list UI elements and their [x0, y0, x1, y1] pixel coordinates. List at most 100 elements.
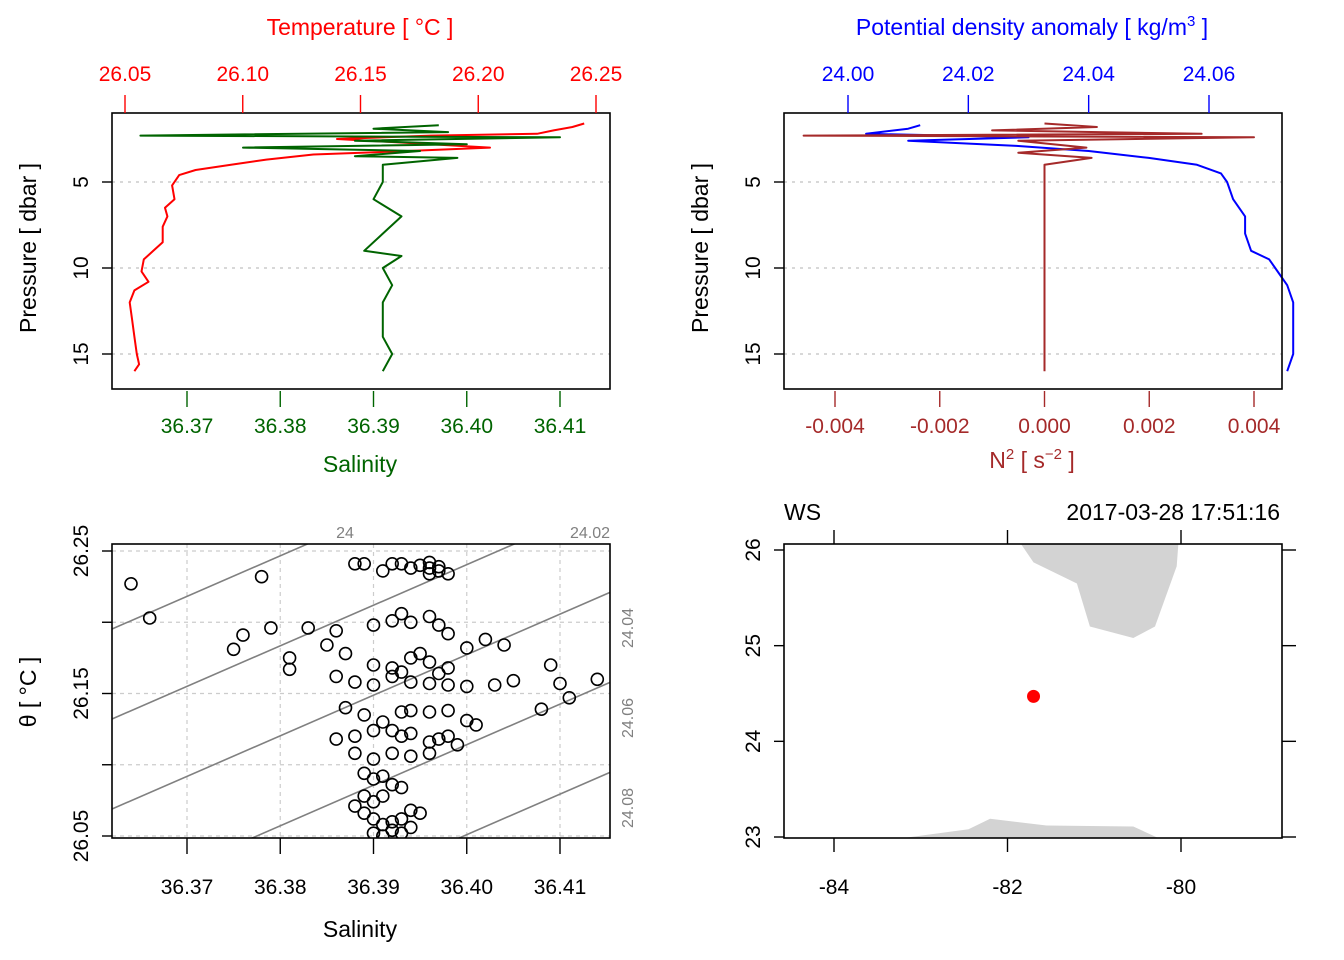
station-point [1027, 689, 1041, 703]
theta-axis-label: θ [ °C ] [15, 657, 41, 728]
y-tick-label: 26.15 [70, 667, 93, 720]
bottom-tick-label: -0.004 [805, 415, 865, 438]
data-point [450, 737, 465, 752]
salinity-axis: 36.37 36.38 36.39 36.40 36.41 [161, 838, 587, 899]
data-point [413, 646, 427, 661]
data-point [348, 799, 362, 813]
data-point [590, 672, 605, 687]
data-point [366, 772, 381, 786]
data-point [422, 676, 437, 691]
data-point [441, 566, 455, 581]
data-point [375, 564, 390, 578]
y-tick-label: 26.25 [70, 525, 93, 578]
y-tick-label: 10 [70, 256, 93, 279]
isopycnal-label: 24.08 [620, 788, 637, 828]
data-point [431, 618, 446, 632]
data-point [394, 780, 409, 795]
scatter-points [124, 555, 605, 838]
top-tick-label: 26.25 [570, 63, 623, 86]
plot-frame [783, 543, 1283, 839]
top-tick-label: 24.00 [822, 63, 875, 86]
data-point [366, 618, 381, 632]
data-point [441, 626, 455, 641]
data-point [403, 749, 418, 764]
top-tick-label: 26.15 [334, 63, 387, 86]
y-tick-label: 5 [742, 176, 765, 188]
plot-frame [783, 112, 1283, 390]
data-point [366, 826, 381, 838]
grid-lines [112, 181, 610, 355]
series-line-potential-density-anomaly [865, 124, 1295, 372]
top-tick-label: 26.20 [452, 63, 505, 86]
data-point [301, 621, 316, 635]
series-line-n2 [802, 122, 1255, 372]
n2-axis-label: N2 [ s−2 ] [989, 446, 1075, 473]
pressure-axis-label: Pressure [ dbar ] [687, 163, 713, 333]
data-point [348, 675, 362, 689]
x-tick-label: 36.37 [161, 876, 214, 899]
bottom-tick-label: 36.39 [347, 415, 400, 438]
plot-frame [111, 112, 611, 390]
data-point [506, 673, 521, 688]
data-point [385, 669, 400, 684]
top-tick-label: 24.04 [1062, 63, 1115, 86]
density-axis-label: Potential density anomaly [ kg/m3 ] [856, 13, 1208, 40]
pressure-axis: 5 10 15 [70, 176, 112, 366]
panel-density-n2: 5 10 15 24.00 24.02 24.04 24.06 -0.004 -0.002 0… [687, 13, 1295, 473]
data-point [254, 569, 269, 584]
isopycnal-line [112, 544, 310, 630]
isopycnal-label: 24.06 [620, 698, 637, 738]
y-tick-label: 26 [742, 538, 765, 561]
isopycnal-line [457, 771, 610, 838]
data-point [562, 690, 577, 705]
x-tick-label: 36.41 [534, 876, 587, 899]
station-marker [1027, 689, 1041, 703]
x-tick-label: -80 [1166, 876, 1196, 899]
y-tick-label: 25 [742, 634, 765, 657]
data-point [543, 658, 558, 672]
data-point [264, 621, 278, 635]
data-point [357, 556, 372, 571]
data-point [282, 662, 297, 677]
isopycnal-label: 24.02 [570, 525, 610, 542]
data-point [413, 558, 427, 573]
data-point [422, 746, 437, 761]
data-point [142, 611, 157, 625]
data-point [403, 675, 418, 689]
data-point [338, 646, 353, 661]
data-point [422, 655, 437, 669]
data-point [403, 615, 418, 630]
data-point [403, 726, 418, 741]
bottom-tick-label: 0.004 [1228, 415, 1281, 438]
series-group [128, 122, 585, 372]
data-point [431, 559, 446, 574]
data-point [366, 678, 381, 692]
y-tick-label: 5 [70, 176, 93, 188]
isopycnal-label: 24.04 [620, 608, 637, 648]
grid-lines [112, 544, 610, 838]
data-point [422, 566, 437, 581]
data-point [282, 651, 297, 665]
panel-station-map: -84 -82 -80 23 24 25 26 WS 2017-03-28 17:51:16 [742, 499, 1296, 899]
data-point [394, 729, 409, 744]
panel-ts-diagram: 26.05 26.15 26.25 36.37 36.38 36.39 36.40 36.4… [15, 525, 637, 942]
top-tick-label: 24.02 [942, 63, 995, 86]
isopycnal-line [112, 591, 610, 810]
bottom-tick-label: 0.000 [1018, 415, 1071, 438]
data-point [375, 769, 390, 784]
y-tick-label: 26.05 [70, 810, 93, 863]
grid-lines [784, 181, 1282, 355]
data-point [385, 746, 400, 761]
density-axis: 24.00 24.02 24.04 24.06 [822, 63, 1235, 113]
data-point [422, 609, 437, 624]
pressure-axis: 5 10 15 [742, 176, 784, 366]
data-point [385, 823, 400, 838]
data-point [394, 606, 409, 621]
temperature-axis: 26.05 26.10 26.15 26.20 26.25 [99, 63, 623, 113]
plot-frame [111, 543, 611, 839]
data-point [385, 777, 400, 792]
data-point [478, 632, 493, 647]
data-point [413, 806, 427, 821]
isopycnal-label: 24 [336, 525, 354, 542]
data-point [422, 561, 437, 575]
